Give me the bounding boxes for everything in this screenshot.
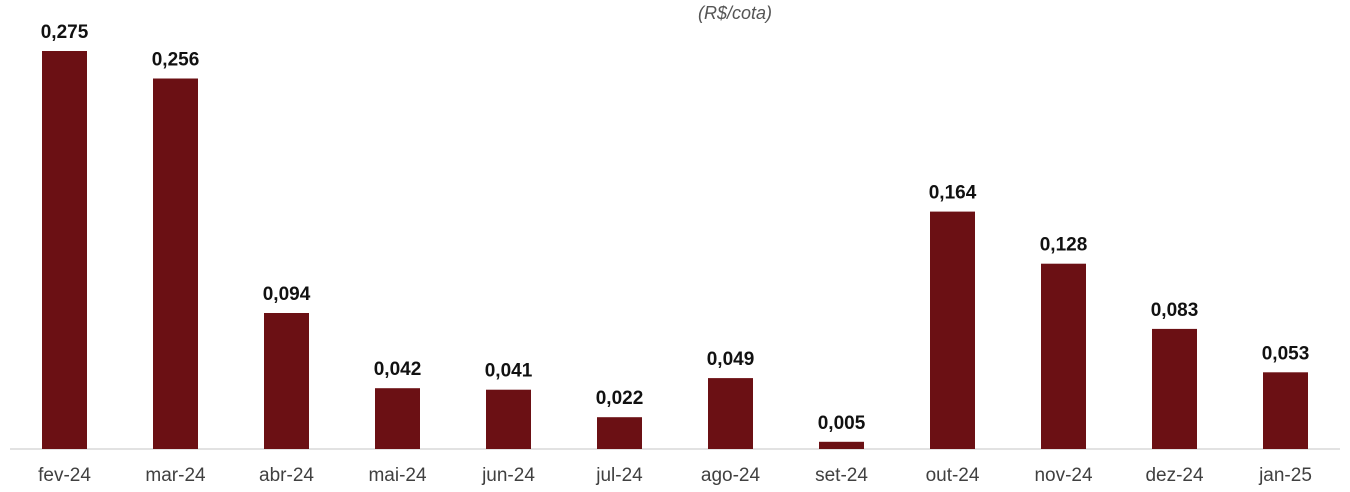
x-tick-label-fev-24: fev-24: [38, 465, 91, 486]
value-labels-group: 0,275 0,256 0,094 0,042 0,041 0,022 0,049 0,005…: [41, 22, 1310, 434]
bar-mar-24: [153, 78, 198, 449]
value-label-ago-24: 0,049: [707, 349, 755, 370]
value-label-fev-24: 0,275: [41, 22, 89, 43]
bar-dez-24: [1152, 328, 1197, 449]
x-tick-label-ago-24: ago-24: [701, 465, 761, 486]
bars-group: [42, 51, 1308, 449]
value-label-abr-24: 0,094: [263, 284, 311, 305]
bar-jul-24: [597, 417, 642, 449]
bar-fev-24: [42, 51, 87, 449]
x-tick-label-out-24: out-24: [926, 465, 980, 486]
x-tick-label-jan-25: jan-25: [1258, 465, 1312, 486]
x-tick-label-nov-24: nov-24: [1034, 465, 1093, 486]
value-label-mai-24: 0,042: [374, 359, 422, 380]
value-label-nov-24: 0,128: [1040, 235, 1088, 256]
bar-jan-25: [1263, 372, 1308, 449]
x-tick-label-dez-24: dez-24: [1145, 465, 1204, 486]
x-tick-label-abr-24: abr-24: [259, 465, 314, 486]
value-label-jul-24: 0,022: [596, 388, 644, 409]
x-tick-labels-group: fev-24 mar-24 abr-24 mai-24 jun-24 jul-24 ago-…: [38, 465, 1312, 486]
value-label-jan-25: 0,053: [1262, 343, 1310, 364]
bar-mai-24: [375, 388, 420, 449]
bar-out-24: [930, 211, 975, 449]
x-tick-label-jun-24: jun-24: [481, 465, 535, 486]
bar-jun-24: [486, 389, 531, 449]
bar-abr-24: [264, 313, 309, 449]
value-label-jun-24: 0,041: [485, 361, 533, 382]
bar-nov-24: [1041, 263, 1086, 449]
bar-ago-24: [708, 378, 753, 449]
value-label-set-24: 0,005: [818, 413, 866, 434]
x-tick-label-set-24: set-24: [815, 465, 868, 486]
value-label-out-24: 0,164: [929, 183, 977, 204]
value-label-mar-24: 0,256: [152, 50, 200, 71]
x-tick-label-jul-24: jul-24: [595, 465, 643, 486]
chart-subtitle: (R$/cota): [697, 3, 773, 23]
bar-set-24: [819, 441, 864, 449]
x-tick-label-mar-24: mar-24: [145, 465, 206, 486]
value-label-dez-24: 0,083: [1151, 300, 1199, 321]
x-tick-label-mai-24: mai-24: [368, 465, 427, 486]
